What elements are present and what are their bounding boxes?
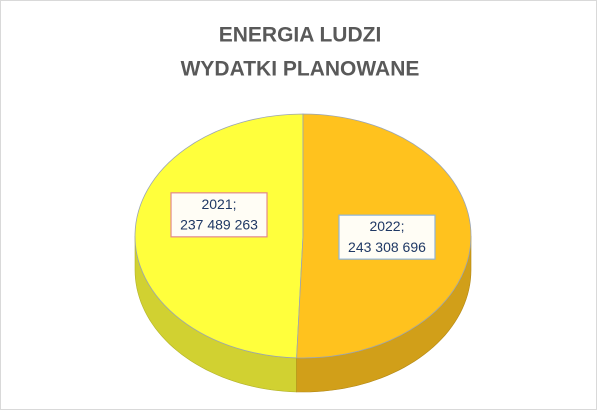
data-label-box <box>170 192 268 238</box>
data-label-value: 237 489 263 <box>180 217 258 233</box>
category-name: 2022 <box>369 218 400 234</box>
label-separator: ; <box>233 196 237 212</box>
data-label-category: 2021; <box>201 196 236 212</box>
data-label-value: 243 308 696 <box>348 239 426 255</box>
label-separator: ; <box>401 218 405 234</box>
data-label: 2022; 243 308 696 <box>338 214 436 260</box>
data-label-category: 2022; <box>369 218 404 234</box>
chart-title: ENERGIA LUDZI <box>219 24 382 47</box>
category-name: 2021 <box>201 196 232 212</box>
chart-title: WYDATKI PLANOWANE <box>181 58 420 81</box>
data-label: 2021; 237 489 263 <box>170 192 268 238</box>
data-label-box <box>338 214 436 260</box>
